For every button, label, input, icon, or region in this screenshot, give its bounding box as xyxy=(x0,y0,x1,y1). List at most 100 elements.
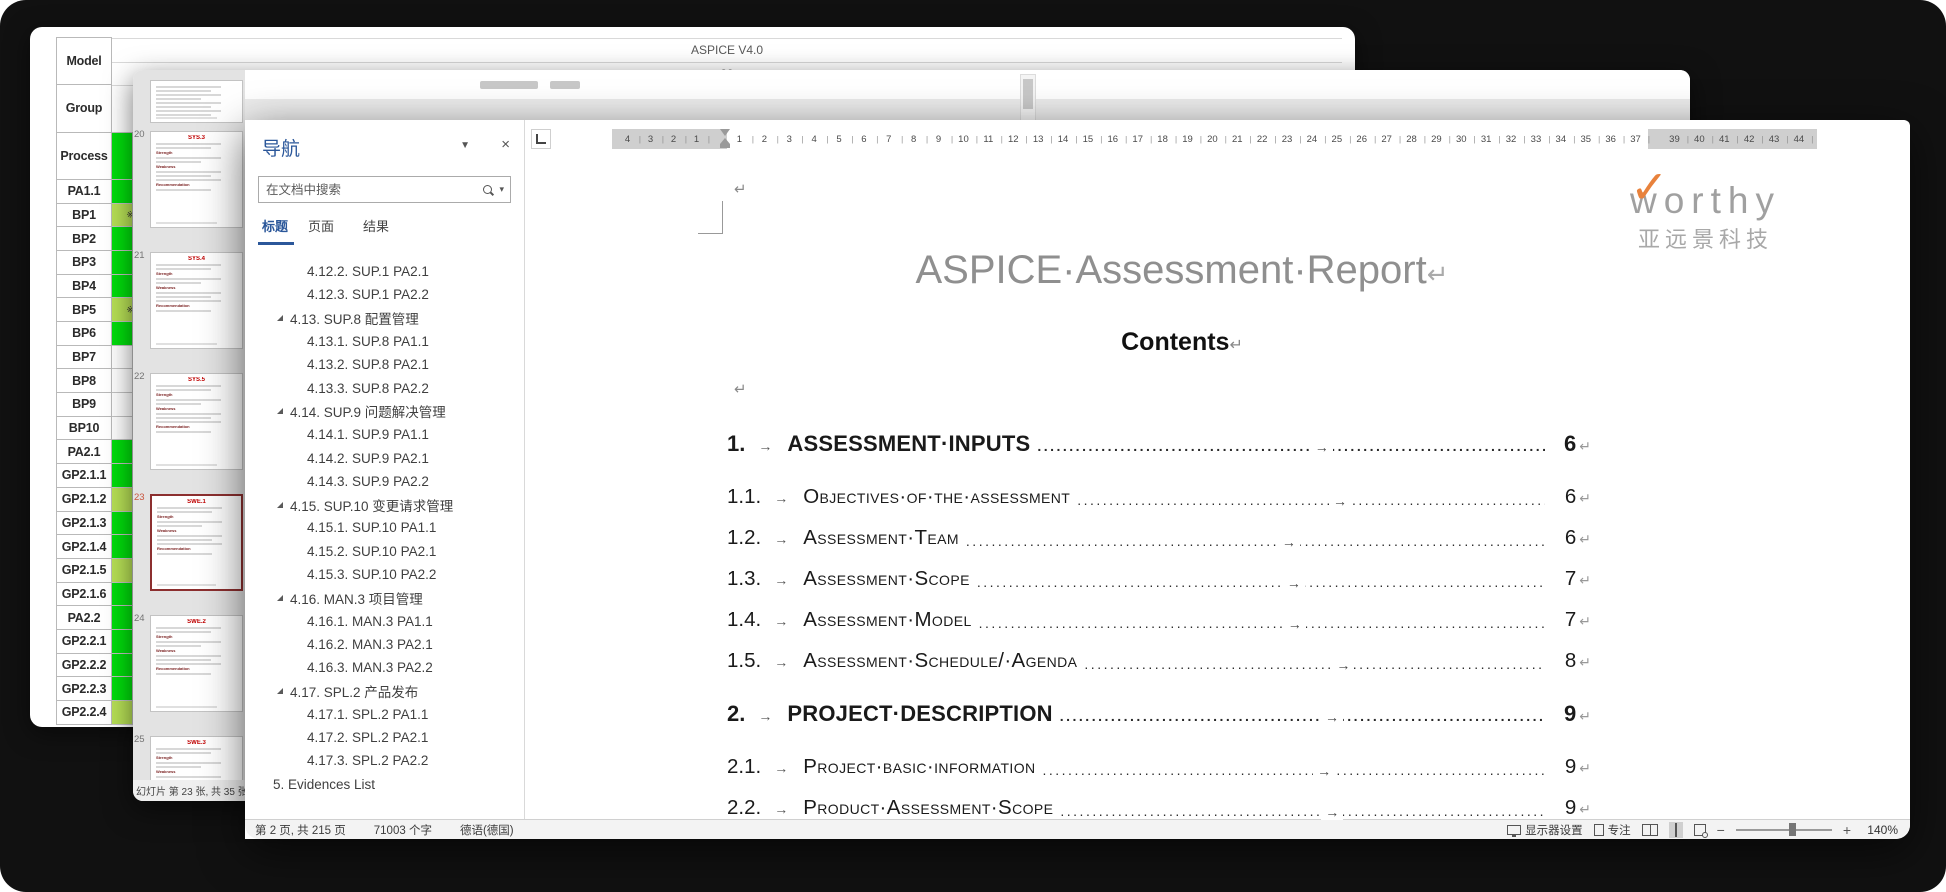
row-label-cell[interactable]: BP9 xyxy=(56,392,112,417)
first-line-indent-marker[interactable] xyxy=(720,129,730,136)
row-label-cell[interactable]: BP8 xyxy=(56,368,112,394)
nav-outline-item[interactable]: 5. Evidences List xyxy=(245,773,522,796)
row-label-cell[interactable]: GP2.1.2 xyxy=(56,486,112,512)
expand-triangle-icon[interactable] xyxy=(277,315,283,322)
read-mode-icon[interactable] xyxy=(1641,823,1658,836)
row-label-cell[interactable]: GP2.2.1 xyxy=(56,628,112,654)
nav-outline-item[interactable]: 4.13.3. SUP.8 PA2.2 xyxy=(245,376,522,399)
row-label-cell[interactable]: PA2.2 xyxy=(56,605,112,630)
rating-cell[interactable] xyxy=(112,439,133,465)
nav-tab[interactable]: 结果 xyxy=(363,219,390,234)
chevron-down-icon[interactable]: ▼ xyxy=(460,140,470,151)
row-label-cell[interactable]: GP2.1.5 xyxy=(56,557,112,583)
nav-outline-item[interactable]: 4.14.2. SUP.9 PA2.1 xyxy=(245,446,522,469)
row-label-cell[interactable]: BP6 xyxy=(56,321,112,346)
nav-outline-item[interactable]: 4.14.3. SUP.9 PA2.2 xyxy=(245,470,522,493)
display-settings-button[interactable]: 显示器设置 xyxy=(1507,822,1583,838)
left-indent-marker[interactable] xyxy=(720,144,730,148)
row-label-cell[interactable]: Process xyxy=(56,131,112,180)
row-label-cell[interactable]: GP2.1.6 xyxy=(56,581,112,607)
nav-outline-item[interactable]: 4.16. MAN.3 项目管理 xyxy=(245,586,522,609)
expand-triangle-icon[interactable] xyxy=(277,687,283,694)
nav-outline-item[interactable]: 4.13.1. SUP.8 PA1.1 xyxy=(245,330,522,353)
slide-card[interactable]: SYS.5 Strength Weakness Recommendation xyxy=(150,373,243,470)
rating-cell[interactable] xyxy=(112,37,133,85)
zoom-level[interactable]: 140% xyxy=(1867,822,1898,837)
expand-triangle-icon[interactable] xyxy=(277,408,283,415)
search-input[interactable] xyxy=(259,182,484,197)
zoom-in-button[interactable]: + xyxy=(1842,821,1851,838)
row-label-cell[interactable]: BP1 xyxy=(56,202,112,228)
rating-cell[interactable] xyxy=(112,392,133,417)
slide-card[interactable]: SWE.3 Strength Weakness Recommendation xyxy=(150,736,243,780)
rating-cell[interactable] xyxy=(112,652,133,678)
rating-cell[interactable] xyxy=(112,178,133,204)
slide-card[interactable]: SWE.1 Strength Weakness Recommendation xyxy=(150,494,243,591)
slide-thumbnail[interactable]: Strength Weakness Recommendation xyxy=(133,80,245,123)
nav-outline-item[interactable]: 4.16.2. MAN.3 PA2.1 xyxy=(245,633,522,656)
slide-thumbnail[interactable]: 21 SYS.4 Strength Weakness Recommendatio… xyxy=(133,250,245,349)
rating-cell[interactable] xyxy=(112,273,133,299)
rating-cell[interactable]: ※ xyxy=(112,202,133,228)
hanging-indent-marker[interactable] xyxy=(720,138,730,144)
nav-outline-item[interactable]: 4.14. SUP.9 问题解决管理 xyxy=(245,400,522,423)
nav-outline-item[interactable]: 4.13.2. SUP.8 PA2.1 xyxy=(245,353,522,376)
toc-entry[interactable]: 1. → ASSESSMENT·INPUTS → 6 ↵ xyxy=(727,431,1591,457)
nav-tab[interactable]: 标题 xyxy=(258,216,295,245)
rating-cell[interactable] xyxy=(112,84,133,132)
rating-cell[interactable]: | xyxy=(112,486,133,512)
word-count[interactable]: 71003 个字 xyxy=(373,824,432,837)
toc-entry[interactable]: 2.1. → Project·basic·information → 9 ↵ xyxy=(727,755,1591,781)
nav-outline-item[interactable]: 4.17. SPL.2 产品发布 xyxy=(245,679,522,702)
row-label-cell[interactable]: Model xyxy=(56,37,112,86)
expand-triangle-icon[interactable] xyxy=(277,594,283,601)
print-layout-button[interactable] xyxy=(1668,821,1683,838)
slide-thumbnail[interactable]: 22 SYS.5 Strength Weakness Recommendatio… xyxy=(133,371,245,470)
row-label-cell[interactable]: BP10 xyxy=(56,415,112,441)
rating-cell[interactable] xyxy=(112,415,133,441)
nav-outline-item[interactable]: 4.15. SUP.10 变更请求管理 xyxy=(245,493,522,516)
page-count[interactable]: 第 2 页, 共 215 页 xyxy=(255,824,346,837)
row-label-cell[interactable]: Group xyxy=(56,84,112,133)
nav-outline-item[interactable]: 4.13. SUP.8 配置管理 xyxy=(245,307,522,330)
row-label-cell[interactable]: GP2.1.1 xyxy=(56,463,112,488)
nav-tab[interactable]: 页面 xyxy=(308,219,335,234)
toc-entry[interactable]: 2.2. → Product·Assessment·Scope → 9 ↵ xyxy=(727,796,1591,820)
row-label-cell[interactable]: PA1.1 xyxy=(56,178,112,204)
zoom-slider[interactable] xyxy=(1735,822,1832,836)
nav-outline-item[interactable]: 4.14.1. SUP.9 PA1.1 xyxy=(245,423,522,446)
close-icon[interactable]: × xyxy=(501,136,510,153)
row-label-cell[interactable]: BP7 xyxy=(56,344,112,370)
row-label-cell[interactable]: GP2.2.4 xyxy=(56,700,112,725)
scrollbar-thumb[interactable] xyxy=(1023,79,1033,109)
nav-outline-item[interactable]: 4.12.3. SUP.1 PA2.2 xyxy=(245,283,522,306)
nav-outline-item[interactable]: 4.16.1. MAN.3 PA1.1 xyxy=(245,609,522,632)
nav-outline-item[interactable]: 4.17.3. SPL.2 PA2.2 xyxy=(245,749,522,772)
rating-cell[interactable] xyxy=(112,226,133,251)
rating-cell[interactable] xyxy=(112,605,133,630)
focus-mode-button[interactable]: 专注 xyxy=(1593,822,1631,838)
slide-card[interactable]: SYS.3 Strength Weakness Recommendation xyxy=(150,131,243,228)
slide-thumbnail[interactable]: 23 SWE.1 Strength Weakness Recommendatio… xyxy=(133,492,245,591)
nav-outline-item[interactable]: 4.17.1. SPL.2 PA1.1 xyxy=(245,703,522,726)
ppt-scrollbar[interactable] xyxy=(1020,74,1036,126)
rating-cell[interactable] xyxy=(112,249,133,275)
slide-thumbnail[interactable]: 20 SYS.3 Strength Weakness Recommendatio… xyxy=(133,129,245,228)
toc-entry[interactable]: 1.3. → Assessment·Scope → 7 ↵ xyxy=(727,567,1591,593)
language-indicator[interactable]: 德语(德国) xyxy=(459,824,514,837)
rating-cell[interactable] xyxy=(112,700,133,725)
row-label-cell[interactable]: BP3 xyxy=(56,249,112,275)
slide-thumbnail[interactable]: 25 SWE.3 Strength Weakness Recommendatio… xyxy=(133,734,245,780)
nav-outline-item[interactable]: 4.12.2. SUP.1 PA2.1 xyxy=(245,260,522,283)
web-layout-icon[interactable] xyxy=(1693,823,1708,838)
row-label-cell[interactable]: BP5 xyxy=(56,297,112,323)
row-label-cell[interactable]: BP2 xyxy=(56,226,112,251)
rating-cell[interactable] xyxy=(112,131,133,180)
nav-outline-item[interactable]: 4.16.3. MAN.3 PA2.2 xyxy=(245,656,522,679)
row-label-cell[interactable]: PA2.1 xyxy=(56,439,112,465)
row-label-cell[interactable]: GP2.2.2 xyxy=(56,652,112,678)
rating-cell[interactable] xyxy=(112,534,133,559)
slide-card[interactable]: Strength Weakness Recommendation xyxy=(150,80,243,123)
row-label-cell[interactable]: GP2.1.3 xyxy=(56,510,112,536)
expand-triangle-icon[interactable] xyxy=(277,501,283,508)
